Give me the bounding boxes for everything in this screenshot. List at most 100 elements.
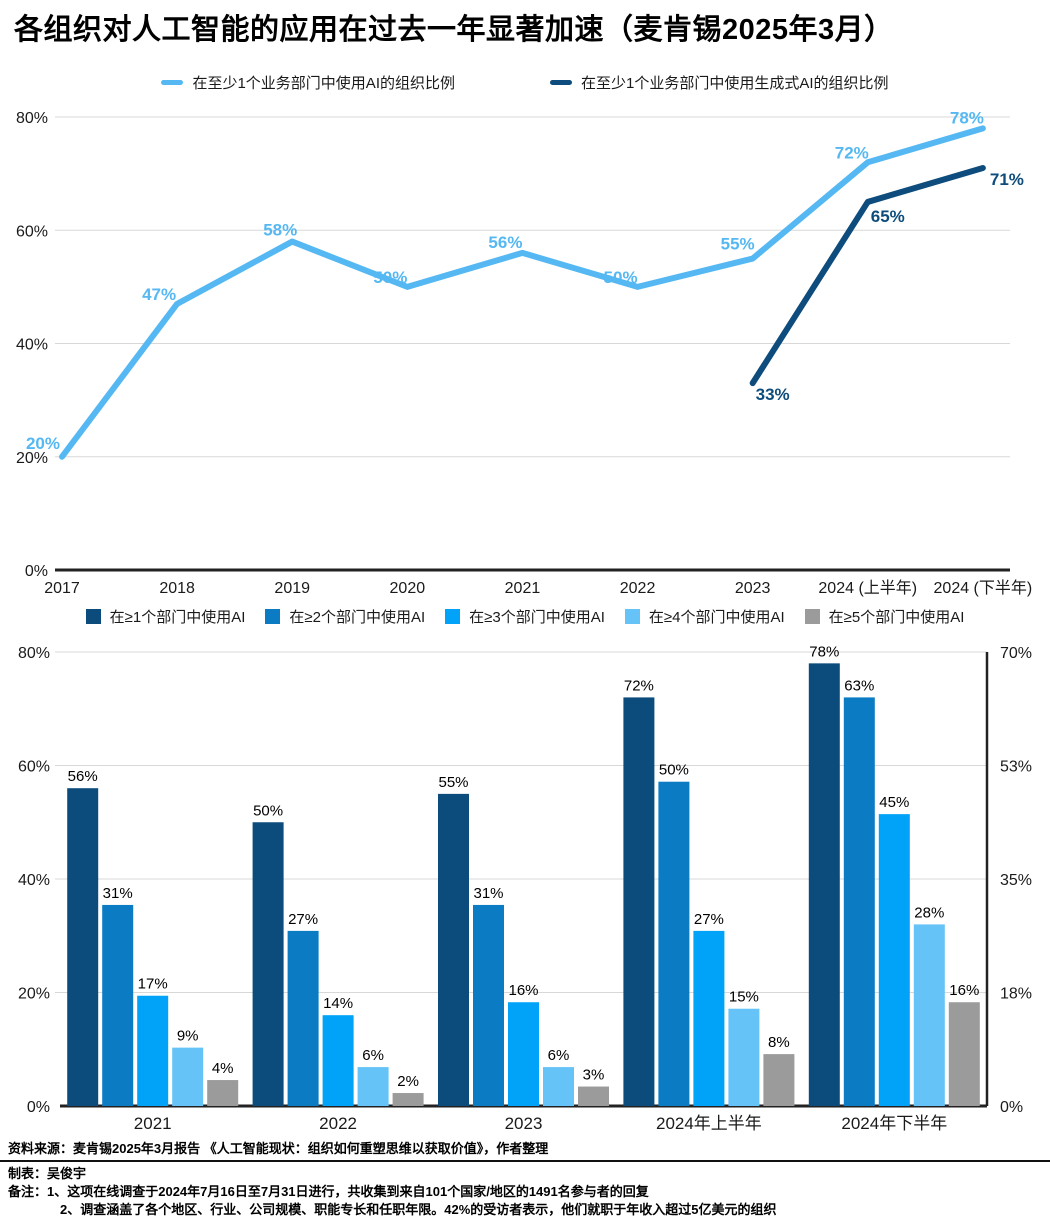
bar-series3 [878,814,910,1106]
y-tick-label: 80% [16,110,48,127]
bar-series4 [728,1008,760,1106]
line-swatch-ai [161,80,184,85]
bar-swatch-dept3 [445,609,461,624]
bar-swatch-dept5 [804,609,820,624]
y-tick-label: 40% [16,337,48,354]
y-tick-label: 0% [25,563,48,580]
bar-chart-legend: 在≥1个部门中使用AI 在≥2个部门中使用AI 在≥3个部门中使用AI 在≥4个… [0,606,1050,627]
bar-series3 [137,995,169,1106]
bar-series5 [392,1093,424,1106]
bar-value-label: 31% [103,885,133,902]
bar-swatch-dept4 [624,609,640,624]
x-tick-label: 2018 [159,580,195,597]
bar-series2 [843,697,875,1106]
line-chart: 0% 20% 40% 60% 80% 2017 2018 2019 2020 2021 2022 20… [16,108,1033,597]
bar-series1 [67,788,99,1106]
bar-value-label: 50% [659,762,689,779]
legend-item-ai: 在至少1个业务部门中使用AI的组织比例 [161,72,455,93]
data-label-genai: 71% [990,170,1024,189]
bar-value-label: 55% [438,774,468,791]
ai-adoption-line [59,125,986,460]
x-tick-label: 2022 [319,1114,357,1133]
legend-item-dept4: 在≥4个部门中使用AI [624,606,785,627]
line-chart-legend: 在至少1个业务部门中使用AI的组织比例 在至少1个业务部门中使用生成式AI的组织… [0,72,1050,93]
legend-item-dept5: 在≥5个部门中使用AI [804,606,965,627]
right-tick-label: 0% [1000,1099,1023,1116]
bar-series3 [508,1002,539,1106]
right-tick-label: 70% [1000,645,1032,662]
bar-swatch-dept2 [265,609,281,624]
data-label-ai: 72% [835,143,869,162]
legend-item-dept1: 在≥1个部门中使用AI [85,606,246,627]
footer-maker: 制表：吴俊宇 [8,1166,87,1181]
bar-value-label: 3% [583,1067,605,1084]
x-tick-label: 2021 [505,580,541,597]
bar-value-label: 17% [138,976,168,993]
data-label-ai: 55% [721,235,755,254]
bar-value-label: 78% [809,643,839,660]
bar-series4 [357,1067,389,1106]
bar-value-label: 8% [768,1034,790,1051]
data-label-ai: 58% [263,221,297,240]
data-label-genai: 33% [756,385,790,404]
bar-series5 [763,1054,795,1106]
bar-value-label: 15% [729,989,759,1006]
bar-value-label: 27% [288,911,318,928]
bar-series1 [438,793,469,1106]
legend-label-dept4: 在≥4个部门中使用AI [648,609,785,626]
x-tick-label: 2023 [505,1114,543,1133]
data-label-ai: 47% [142,285,176,304]
x-tick-label: 2019 [274,580,310,597]
y-tick-label: 60% [16,223,48,240]
x-tick-label: 2020 [390,580,426,597]
footer-note-1: 备注：1、这项在线调查于2024年7月16日至7月31日进行，共收集到来自101… [8,1184,649,1199]
data-label-genai: 65% [871,207,905,226]
bar-value-label: 72% [624,677,654,694]
x-tick-label: 2024年下半年 [841,1114,947,1133]
bar-series2 [473,904,504,1106]
legend-item-dept2: 在≥2个部门中使用AI [265,606,425,627]
footer: 资料来源：麦肯锡2025年3月报告 《人工智能现状：组织如何重塑思维以获取价值》… [0,1140,1050,1219]
bar-value-label: 16% [508,982,538,999]
footer-divider [0,1160,1050,1162]
bar-value-label: 31% [473,885,503,902]
bar-series3 [322,1015,354,1106]
left-tick-label: 0% [27,1099,50,1116]
genai-adoption-line [749,164,986,387]
bar-series1 [808,663,840,1106]
x-tick-label: 2024年上半年 [656,1114,762,1133]
page-title: 各组织对人工智能的应用在过去一年显著加速（麦肯锡2025年3月） [14,14,894,46]
data-label-ai: 78% [950,108,984,127]
bar-series5 [948,1002,980,1106]
legend-label-dept1: 在≥1个部门中使用AI [109,609,246,626]
bar-series4 [172,1047,204,1106]
legend-item-genai: 在至少1个业务部门中使用生成式AI的组织比例 [550,72,889,93]
x-tick-label: 2023 [735,580,771,597]
legend-label-dept2: 在≥2个部门中使用AI [289,609,426,626]
data-label-ai: 56% [488,233,522,252]
bar-value-label: 63% [844,677,874,694]
bar-series4 [543,1067,574,1106]
bar-value-label: 45% [879,794,909,811]
bar-value-label: 6% [548,1047,570,1064]
right-tick-label: 53% [1000,759,1032,776]
legend-label-dept5: 在≥5个部门中使用AI [828,609,965,626]
bar-value-label: 4% [212,1060,234,1077]
bar-value-label: 28% [914,904,944,921]
bar-series2 [287,930,319,1106]
footer-source: 资料来源：麦肯锡2025年3月报告 《人工智能现状：组织如何重塑思维以获取价值》… [8,1141,549,1156]
bar-value-label: 56% [68,768,98,785]
bar-value-label: 9% [177,1028,199,1045]
x-tick-label: 2024 (下半年) [934,579,1033,597]
x-tick-label: 2017 [44,580,80,597]
x-tick-label: 2021 [134,1114,172,1133]
legend-label-ai: 在至少1个业务部门中使用AI的组织比例 [192,75,455,92]
bar-series5 [578,1086,609,1106]
bar-value-label: 6% [362,1047,384,1064]
left-tick-label: 80% [18,645,50,662]
bar-series1 [252,822,284,1106]
right-tick-label: 35% [1000,872,1032,889]
x-tick-label: 2024 (上半年) [818,579,917,597]
bar-series2 [102,904,134,1106]
bar-value-label: 2% [397,1073,419,1090]
